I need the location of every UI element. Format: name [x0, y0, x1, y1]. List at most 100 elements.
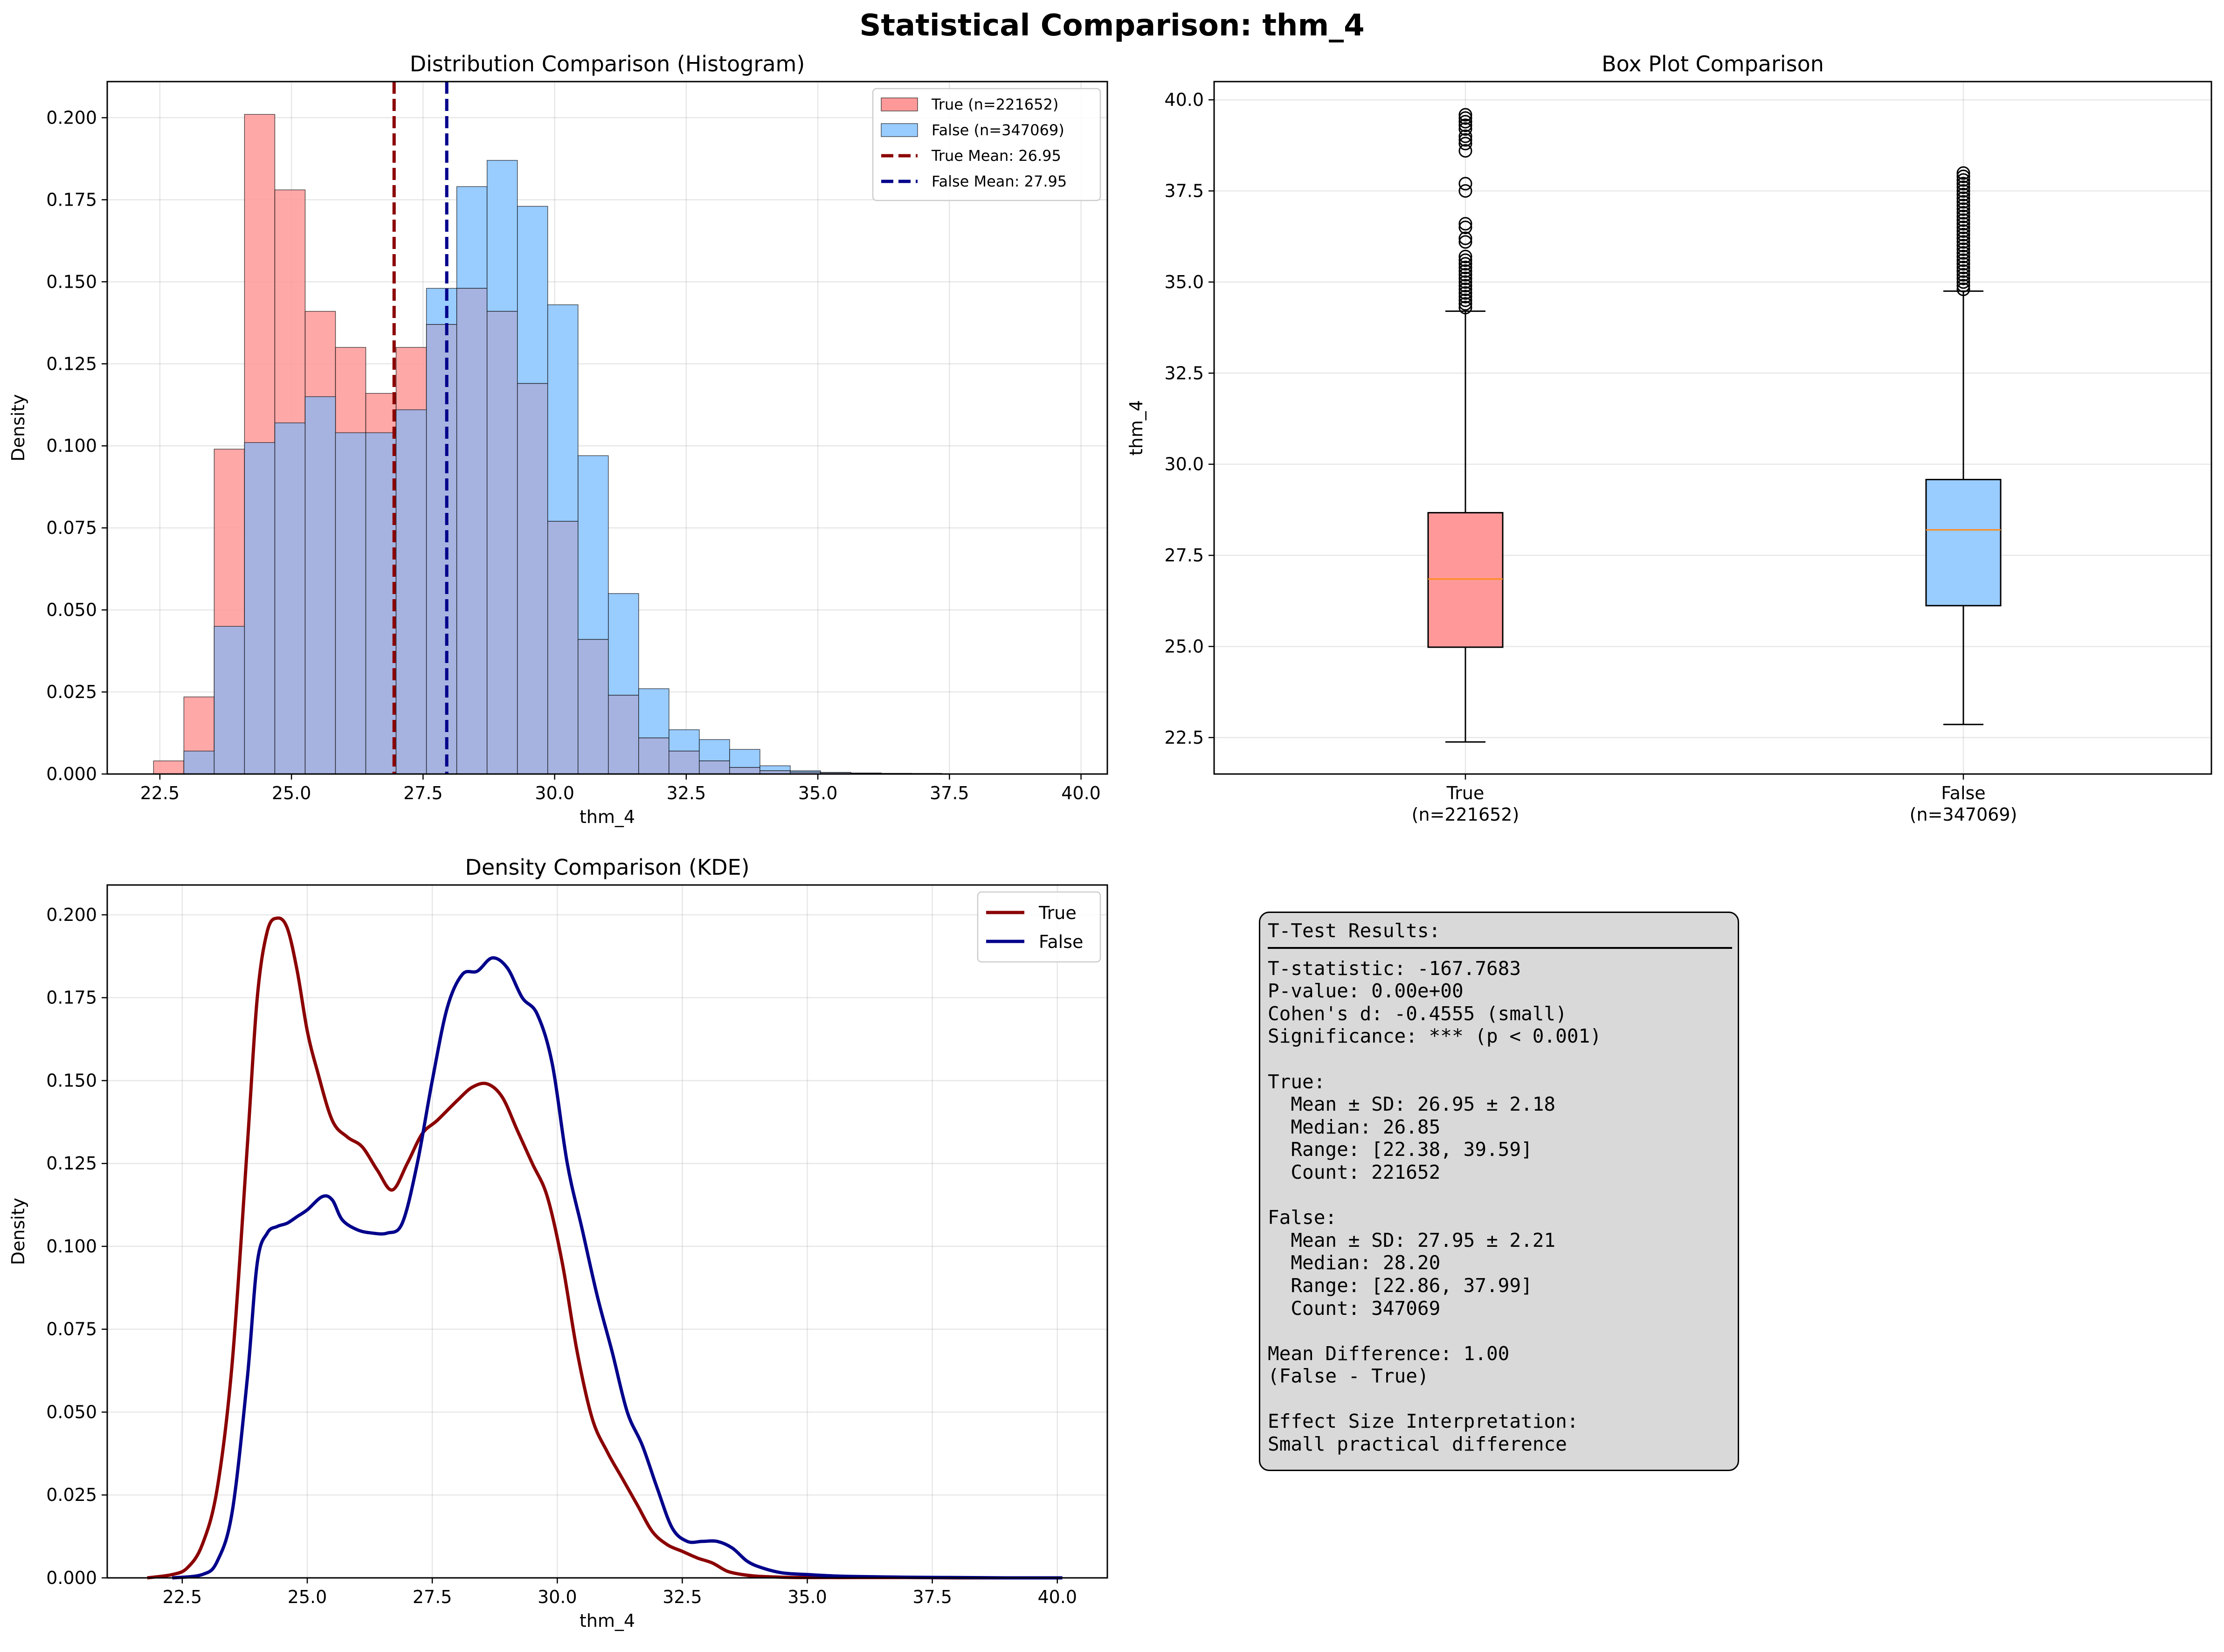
boxplot-panel: Box Plot Comparison 22.5 25.0 27.5 30.0 32.5 3…	[1126, 51, 2212, 825]
y-axis-label: Density	[8, 1198, 28, 1265]
y-tick-label: 0.025	[46, 1485, 97, 1505]
outlier-point	[1956, 235, 1970, 249]
outlier-point	[1956, 206, 1970, 220]
stats-line	[1268, 1048, 1738, 1071]
outlier-point	[1458, 217, 1472, 231]
outlier-point	[1956, 169, 1970, 183]
false-histogram-bar	[638, 688, 670, 739]
outlier-point	[1956, 253, 1970, 267]
outlier-point	[1458, 144, 1472, 158]
x-tick-label: 32.5	[667, 783, 706, 803]
overlap-histogram-bar	[335, 432, 366, 774]
outlier-point	[1458, 122, 1472, 136]
outlier-point	[1956, 249, 1970, 263]
y-axis-label: thm_4	[1126, 400, 1147, 456]
outlier-point	[1458, 111, 1472, 125]
legend-false-mean-label: False Mean: 27.95	[932, 173, 1067, 190]
outlier-point	[1956, 275, 1970, 289]
y-tick-label: 32.5	[1164, 363, 1204, 383]
outlier-point	[1956, 224, 1970, 238]
y-tick-label: 25.0	[1164, 636, 1204, 657]
stats-separator	[1268, 947, 1732, 949]
x-tick-label: 22.5	[140, 783, 180, 803]
axes-frame	[1213, 81, 2212, 775]
legend-true-histogram-label: True (n=221652)	[931, 96, 1058, 113]
t-test-results-box: T-Test Results: T-statistic: -167.7683 P-…	[1259, 912, 1739, 1471]
outlier-point	[1956, 195, 1970, 209]
false-histogram-bar	[608, 593, 639, 696]
outlier-point	[1458, 235, 1472, 249]
x-tick-label: 40.0	[1037, 1587, 1077, 1607]
y-tick-label: 0.050	[46, 1402, 97, 1422]
x-tick-label: 27.5	[413, 1587, 452, 1607]
y-tick-label: 0.200	[46, 107, 97, 128]
outlier-point	[1458, 118, 1472, 132]
y-tick-label: 0.075	[46, 518, 97, 538]
overlap-histogram-bar	[274, 422, 306, 774]
histogram-bars	[153, 114, 1064, 774]
y-tick-label: 27.5	[1164, 545, 1204, 566]
y-tick-label: 0.050	[46, 600, 97, 620]
y-tick-label: 0.125	[46, 353, 97, 374]
outlier-point	[1956, 242, 1970, 256]
stats-line: Count: 347069	[1268, 1297, 1441, 1320]
kde-legend: True False	[977, 891, 1101, 963]
legend-true-histogram-swatch	[881, 97, 918, 111]
stats-line: Cohen's d: -0.4555 (small)	[1268, 1002, 1567, 1025]
outlier-point	[1956, 209, 1970, 223]
legend-false-histogram-label: False (n=347069)	[932, 121, 1064, 139]
y-tick-label: 35.0	[1164, 272, 1204, 292]
outlier-point	[1458, 279, 1472, 293]
x-tick-labels: 22.5 25.0 27.5 30.0 32.5 35.0 37.5 40.0	[140, 774, 1101, 803]
x-tick-label: 35.0	[798, 783, 838, 803]
outlier-point	[1956, 199, 1970, 213]
outlier-point	[1956, 217, 1970, 231]
outlier-point	[1956, 173, 1970, 187]
x-tick-label: 37.5	[930, 783, 969, 803]
y-tick-labels: 0.000 0.025 0.050 0.075 0.100 0.125 0.150 0.175…	[46, 107, 107, 784]
y-tick-label: 0.125	[46, 1153, 97, 1174]
stats-line: False:	[1268, 1206, 1337, 1229]
stats-line	[1268, 1184, 1738, 1207]
y-tick-label: 0.025	[46, 682, 97, 702]
iqr-box	[1925, 478, 2002, 607]
x-category-label: (n=221652)	[1412, 804, 1520, 825]
outlier-point	[1956, 221, 1970, 235]
legend-true-label: True	[1038, 903, 1077, 923]
y-tick-label: 40.0	[1164, 90, 1204, 110]
outlier-point	[1956, 166, 1970, 180]
grid	[1214, 99, 2211, 739]
outlier-point	[1956, 246, 1970, 260]
outlier-point	[1956, 271, 1970, 285]
y-tick-labels: 22.5 25.0 27.5 30.0 32.5 35.0 37.5 40.0	[1164, 90, 1214, 748]
x-category-labels: True(n=221652) False(n=347069)	[1412, 774, 2017, 825]
overlap-histogram-bar	[517, 383, 548, 774]
y-tick-label: 0.150	[46, 1070, 97, 1091]
y-tick-label: 0.175	[46, 988, 97, 1008]
false-histogram-bar	[578, 455, 609, 640]
stats-line: Mean Difference: 1.00	[1268, 1342, 1510, 1365]
overlap-histogram-bar	[456, 288, 488, 774]
outlier-point	[1458, 261, 1472, 275]
stats-header: T-Test Results:	[1268, 919, 1441, 942]
overlap-histogram-bar	[729, 767, 760, 774]
overlap-histogram-bar	[214, 626, 245, 774]
x-tick-label: 25.0	[288, 1587, 327, 1607]
kde-panel: Density Comparison (KDE)0.0000.0250.0500…	[8, 855, 1108, 1631]
outlier-point	[1956, 231, 1970, 245]
outlier-point	[1458, 108, 1472, 122]
stats-line: Mean ± SD: 26.95 ± 2.18	[1268, 1093, 1556, 1116]
y-tick-label: 22.5	[1164, 727, 1204, 748]
x-tick-label: 22.5	[163, 1587, 202, 1607]
outlier-point	[1956, 228, 1970, 242]
x-tick-label: 35.0	[787, 1587, 827, 1607]
outlier-point	[1458, 290, 1472, 304]
outlier-point	[1458, 283, 1472, 296]
outlier-point	[1956, 202, 1970, 216]
y-axis-label: Density	[8, 394, 28, 461]
true-histogram-bar	[153, 760, 185, 774]
outlier-point	[1458, 301, 1472, 315]
overlap-histogram-bar	[426, 324, 457, 774]
overlap-histogram-bar	[699, 760, 730, 774]
